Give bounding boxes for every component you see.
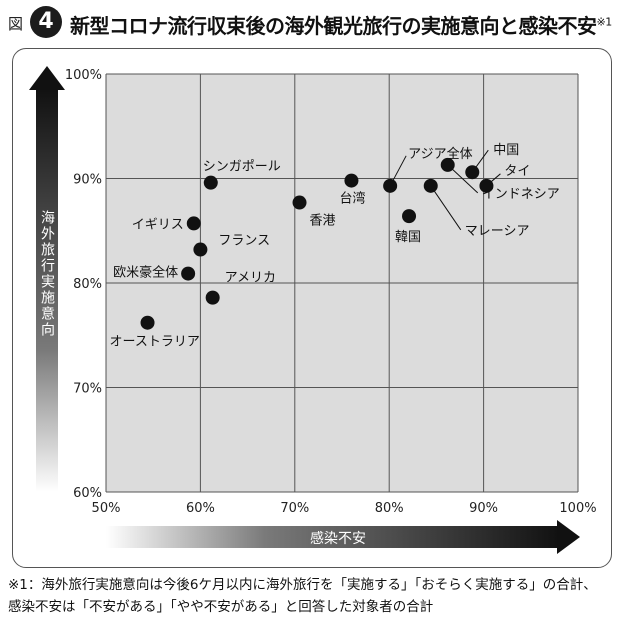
data-label: アメリカ bbox=[225, 271, 276, 286]
data-point bbox=[186, 216, 201, 231]
data-point bbox=[292, 195, 307, 210]
y-axis-label: 海外旅行実施意向 bbox=[39, 210, 55, 338]
figure-prefix: 図 bbox=[8, 15, 24, 33]
data-label: イギリス bbox=[132, 217, 184, 232]
footnote-line-2: 感染不安は「不安がある」「やや不安がある」と回答した対象者の合計 bbox=[8, 599, 434, 615]
data-label: タイ bbox=[504, 164, 530, 179]
data-label: オーストラリア bbox=[110, 335, 200, 350]
data-point bbox=[402, 209, 417, 224]
y-tick-label: 90% bbox=[73, 173, 102, 188]
data-point bbox=[465, 165, 480, 180]
y-tick-label: 100% bbox=[65, 68, 102, 83]
data-label: インドネシア bbox=[482, 187, 560, 202]
figure-title-text: 新型コロナ流行収束後の海外観光旅行の実施意向と感染不安 bbox=[70, 14, 597, 38]
figure-number-badge: 4 bbox=[30, 6, 62, 38]
data-point bbox=[344, 173, 359, 188]
data-point bbox=[440, 157, 455, 172]
x-tick-label: 70% bbox=[280, 501, 309, 516]
y-tick-label: 70% bbox=[73, 382, 102, 397]
x-axis-arrow bbox=[106, 520, 580, 554]
figure-header: 図 4 新型コロナ流行収束後の海外観光旅行の実施意向と感染不安※1 bbox=[8, 4, 641, 40]
y-axis-arrow bbox=[29, 66, 65, 492]
data-point bbox=[193, 242, 208, 257]
x-axis-label: 感染不安 bbox=[310, 530, 366, 547]
data-label: マレーシア bbox=[465, 224, 530, 239]
data-point bbox=[383, 178, 398, 193]
x-tick-label: 80% bbox=[375, 501, 404, 516]
x-tick-label: 90% bbox=[469, 501, 498, 516]
y-tick-label: 80% bbox=[73, 277, 102, 292]
data-point bbox=[479, 178, 494, 193]
data-point bbox=[140, 315, 155, 330]
x-tick-label: 100% bbox=[559, 501, 596, 516]
data-label: 中国 bbox=[493, 143, 519, 158]
grid-lines bbox=[105, 73, 579, 493]
data-label: 香港 bbox=[310, 214, 336, 229]
leader-line bbox=[430, 185, 462, 231]
footnote-line-1: ※1：海外旅行実施意向は今後6ケ月以内に海外旅行を「実施する」「おそらく実施する… bbox=[8, 577, 597, 593]
data-point bbox=[181, 266, 196, 281]
data-label: アジア全体 bbox=[408, 146, 472, 162]
data-point bbox=[205, 290, 220, 305]
figure-title: 新型コロナ流行収束後の海外観光旅行の実施意向と感染不安※1 bbox=[70, 10, 612, 39]
data-point bbox=[423, 178, 438, 193]
x-tick-labels: 50% 60% 70% 80% 90% 100% bbox=[92, 501, 597, 516]
y-tick-labels: 60% 70% 80% 90% 100% bbox=[65, 68, 102, 501]
data-label: フランス bbox=[218, 234, 270, 249]
x-tick-label: 60% bbox=[186, 501, 215, 516]
data-label: 韓国 bbox=[395, 230, 421, 245]
y-tick-label: 60% bbox=[73, 486, 102, 501]
title-footnote-mark: ※1 bbox=[596, 15, 613, 29]
footnote: ※1：海外旅行実施意向は今後6ケ月以内に海外旅行を「実施する」「おそらく実施する… bbox=[8, 574, 638, 618]
data-point bbox=[203, 175, 218, 190]
data-label: 台湾 bbox=[339, 191, 365, 207]
data-label: 欧米豪全体 bbox=[113, 265, 178, 281]
data-points bbox=[140, 157, 494, 330]
data-label: シンガポール bbox=[203, 160, 281, 175]
x-tick-label: 50% bbox=[92, 501, 121, 516]
